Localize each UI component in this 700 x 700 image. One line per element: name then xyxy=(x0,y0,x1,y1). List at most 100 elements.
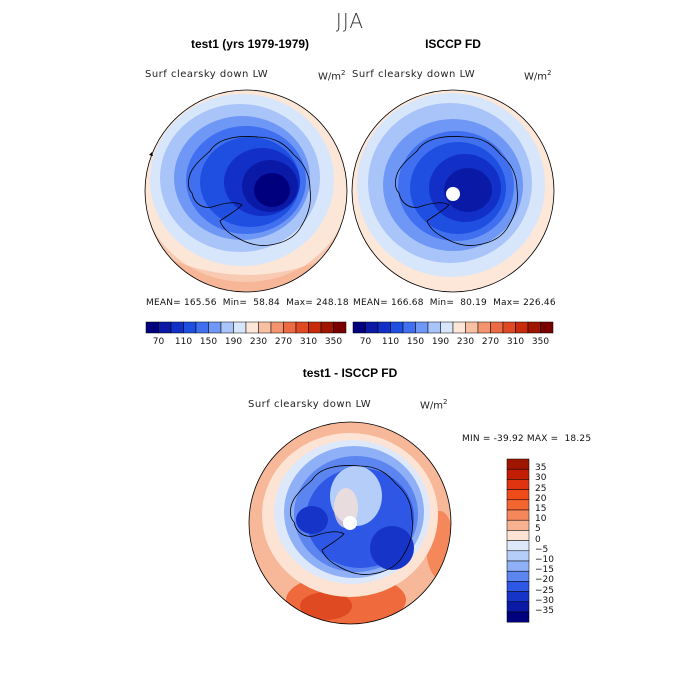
top-colorbar-right xyxy=(352,321,554,334)
colorbar-swatch xyxy=(440,321,454,334)
left-panel-stats: MEAN= 165.56 Min= 58.84 Max= 248.18 xyxy=(146,298,349,308)
diff-panel-stats: MIN = -39.92 MAX = 18.25 xyxy=(462,434,592,444)
diff-colorbar-swatch xyxy=(506,581,530,592)
colorbar-tick-label: 110 xyxy=(174,337,193,347)
diff-colorbar-swatch xyxy=(506,601,530,613)
colorbar-swatch xyxy=(515,321,529,334)
diff-colorbar xyxy=(506,458,530,623)
left-map-border xyxy=(144,89,348,293)
diff-map-border xyxy=(248,421,452,625)
colorbar-swatch xyxy=(208,321,222,334)
diff-colorbar-tick-label: −25 xyxy=(535,585,554,596)
diff-colorbar-tick-label: 35 xyxy=(535,463,547,474)
colorbar-swatch xyxy=(465,321,479,334)
diff-units-label: W/m2 xyxy=(420,398,448,412)
colorbar-tick-label: 230 xyxy=(249,337,268,347)
colorbar-tick-label: 70 xyxy=(152,337,165,347)
right-panel-stats: MEAN= 166.68 Min= 80.19 Max= 226.46 xyxy=(353,298,556,308)
colorbar-tick-label: 350 xyxy=(324,337,343,347)
diff-colorbar-tick-label: −5 xyxy=(535,544,549,555)
colorbar-swatch xyxy=(258,321,272,334)
colorbar-tick-label: 270 xyxy=(274,337,293,347)
diff-map-pole-hole xyxy=(343,516,357,530)
colorbar-swatch xyxy=(233,321,247,334)
diff-colorbar-swatch xyxy=(506,489,530,501)
colorbar-swatch xyxy=(427,321,441,334)
colorbar-swatch xyxy=(490,321,504,334)
colorbar-swatch xyxy=(352,321,366,334)
colorbar-tick-label: 230 xyxy=(456,337,475,347)
right-map-border xyxy=(351,89,555,293)
colorbar-swatch xyxy=(170,321,184,334)
colorbar-swatch xyxy=(158,321,172,334)
colorbar-swatch xyxy=(145,321,159,334)
diff-colorbar-tick-label: 30 xyxy=(535,473,547,484)
left-variable-label: Surf clearsky down LW xyxy=(145,69,269,80)
colorbar-swatch xyxy=(308,321,322,334)
left-panel-title: test1 (yrs 1979-1979) xyxy=(190,37,310,51)
colorbar-tick-label: 150 xyxy=(199,337,218,347)
top-colorbar xyxy=(145,321,347,334)
colorbar-tick-label: 310 xyxy=(506,337,525,347)
diff-colorbar-tick-label: −15 xyxy=(535,565,554,576)
colorbar-swatch xyxy=(220,321,234,334)
colorbar-swatch xyxy=(295,321,309,334)
diff-colorbar-swatch xyxy=(506,560,530,572)
colorbar-tick-label: 70 xyxy=(359,337,372,347)
right-variable-label: Surf clearsky down LW xyxy=(352,69,476,80)
colorbar-swatch xyxy=(365,321,379,334)
diff-colorbar-tick-label: −35 xyxy=(535,606,554,616)
colorbar-swatch xyxy=(183,321,197,334)
diff-map xyxy=(249,422,451,624)
colorbar-swatch xyxy=(333,321,347,334)
right-units-label: W/m2 xyxy=(524,69,552,83)
diff-colorbar-tick-label: 25 xyxy=(535,483,547,494)
colorbar-tick-label: 190 xyxy=(224,337,243,347)
colorbar-swatch xyxy=(527,321,541,334)
colorbar-swatch xyxy=(477,321,491,334)
colorbar-swatch xyxy=(452,321,466,334)
colorbar-tick-label: 150 xyxy=(406,337,425,347)
colorbar-tick-label: 110 xyxy=(381,337,400,347)
left-units-label: W/m2 xyxy=(318,69,346,83)
colorbar-swatch xyxy=(377,321,391,334)
right-panel-title: ISCCP FD xyxy=(425,37,481,51)
colorbar-swatch xyxy=(402,321,416,334)
colorbar-swatch xyxy=(283,321,297,334)
left-map-land-fragment xyxy=(149,152,153,156)
diff-colorbar-tick-label: −10 xyxy=(535,555,554,565)
right-map-pole-hole xyxy=(446,187,460,201)
diff-colorbar-swatch xyxy=(506,611,530,623)
colorbar-swatch xyxy=(502,321,516,334)
left-map xyxy=(145,90,347,292)
colorbar-swatch xyxy=(245,321,259,334)
colorbar-swatch xyxy=(270,321,284,334)
diff-colorbar-swatch xyxy=(506,530,530,541)
diff-colorbar-tick-label: 20 xyxy=(535,493,547,504)
season-title: JJA xyxy=(335,9,365,33)
right-map xyxy=(352,90,554,292)
colorbar-tick-label: 270 xyxy=(481,337,500,347)
diff-colorbar-tick-label: 15 xyxy=(535,504,547,514)
diff-colorbar-tick-label: −30 xyxy=(535,595,554,606)
colorbar-tick-label: 190 xyxy=(431,337,450,347)
diff-colorbar-swatch xyxy=(506,570,530,582)
colorbar-swatch xyxy=(320,321,334,334)
diff-colorbar-swatch xyxy=(506,509,530,521)
colorbar-swatch xyxy=(415,321,429,334)
diff-colorbar-swatch xyxy=(506,519,530,531)
diff-colorbar-swatch xyxy=(506,479,530,490)
colorbar-tick-label: 350 xyxy=(531,337,550,347)
diff-colorbar-swatch xyxy=(506,591,530,603)
diff-colorbar-swatch xyxy=(506,550,530,562)
colorbar-swatch xyxy=(540,321,554,334)
diff-colorbar-swatch xyxy=(506,468,530,480)
diff-colorbar-tick-label: 5 xyxy=(535,524,541,535)
diff-colorbar-swatch xyxy=(506,458,530,470)
colorbar-swatch xyxy=(195,321,209,334)
diff-colorbar-tick-label: 10 xyxy=(535,514,547,525)
diff-colorbar-tick-label: 0 xyxy=(535,534,541,545)
diff-panel-title: test1 - ISCCP FD xyxy=(302,366,398,380)
diff-colorbar-swatch xyxy=(506,499,530,511)
